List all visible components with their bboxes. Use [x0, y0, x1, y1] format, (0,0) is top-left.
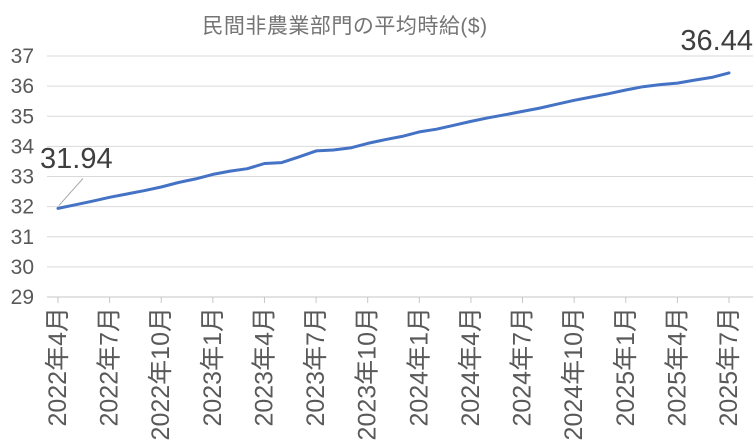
x-axis-label: 2022年4月 — [44, 307, 72, 427]
x-axis-label: 2025年7月 — [715, 307, 743, 427]
y-axis-label: 29 — [11, 286, 34, 309]
x-axis-label: 2024年7月 — [509, 307, 537, 427]
x-axis-label: 2022年10月 — [147, 307, 175, 440]
series-line — [56, 71, 731, 210]
data-label-last-point: 36.44 — [680, 25, 753, 57]
x-axis-label: 2025年1月 — [612, 307, 640, 427]
x-axis-label: 2025年4月 — [663, 307, 691, 427]
y-axis-label: 34 — [11, 135, 35, 158]
x-axis-label: 2022年7月 — [96, 307, 124, 427]
leader-line — [58, 178, 84, 206]
x-axis-label: 2023年10月 — [354, 307, 382, 440]
x-axis-label: 2023年7月 — [302, 307, 330, 427]
y-axis-label: 30 — [11, 256, 34, 279]
x-axis-label: 2023年4月 — [250, 307, 278, 427]
x-axis-label: 2024年1月 — [405, 307, 433, 427]
x-axis-label: 2023年1月 — [199, 307, 227, 427]
y-axis-label: 32 — [11, 196, 34, 219]
x-axis-label: 2024年10月 — [560, 307, 588, 440]
x-axis-label: 2024年4月 — [457, 307, 485, 427]
data-label-first-point: 31.94 — [40, 143, 113, 175]
y-axis-label: 33 — [11, 166, 34, 189]
y-axis-label: 37 — [11, 45, 34, 68]
y-axis-label: 35 — [11, 105, 34, 128]
y-axis-label: 31 — [11, 226, 34, 249]
chart-title: 民間非農業部門の平均時給($) — [202, 15, 488, 38]
y-axis-label: 36 — [11, 75, 34, 98]
